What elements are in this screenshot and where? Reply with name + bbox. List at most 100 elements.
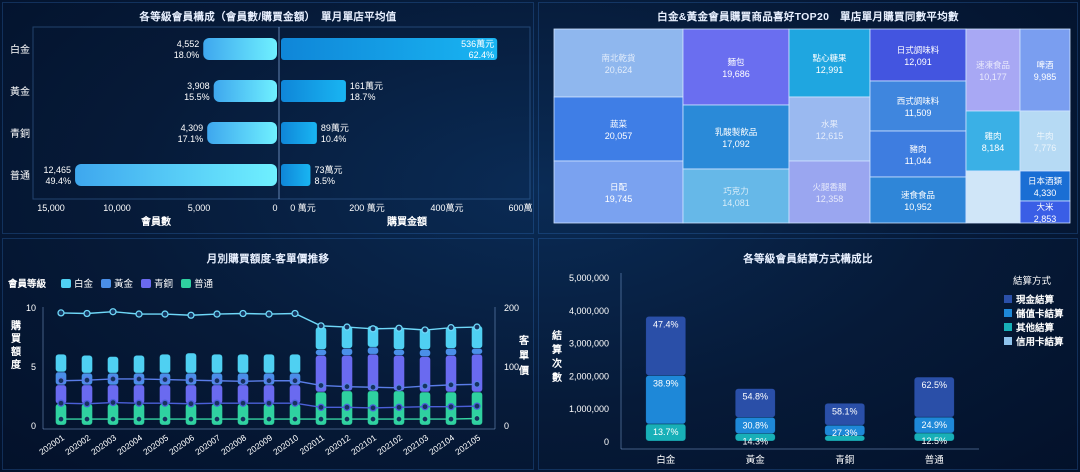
segment-pct-label: 58.1% (832, 406, 858, 416)
treemap-value: 20,624 (605, 65, 633, 75)
avg-price-point (213, 415, 221, 423)
avg-price-point (369, 325, 377, 333)
avg-price-point (447, 324, 455, 332)
treemap-name: 日式調味料 (897, 45, 940, 55)
avg-price-point (161, 375, 169, 384)
x-tick: 202102 (375, 432, 404, 457)
x-tick-right: 0 萬元 (290, 202, 316, 213)
purchase-amount-bar (281, 38, 498, 60)
stacked-bar-segment (471, 348, 483, 355)
y-tick: 2,000,000 (569, 371, 609, 381)
treemap-cell (682, 168, 790, 224)
x-tick: 202007 (193, 432, 222, 457)
treemap-cell (553, 96, 684, 162)
y-axis-title-char: 算 (551, 343, 562, 356)
treemap-cell (682, 28, 790, 106)
member-count-bar (75, 164, 277, 186)
treemap-cell (869, 28, 967, 82)
y-axis-title-char: 結 (552, 329, 562, 342)
avg-price-point (317, 381, 325, 390)
treemap-value: 10,177 (979, 72, 1007, 82)
treemap-cell (1019, 170, 1071, 202)
x-tick-right: 600萬元 (508, 202, 533, 213)
legend-label: 白金 (74, 278, 94, 290)
segment-pct-label: 13.7% (653, 427, 679, 437)
treemap-name: 麵包 (727, 57, 745, 67)
stacked-bar-segment (367, 346, 379, 355)
y-tick: 10 (26, 303, 36, 313)
stacked-bar-segment (55, 353, 67, 373)
treemap-value: 12,358 (816, 194, 844, 204)
amount-label: 89萬元 (321, 122, 349, 133)
avg-price-point (291, 399, 299, 407)
treemap-value: 8,184 (982, 143, 1005, 153)
x-axis-title-right: 購買金額 (386, 215, 427, 228)
panel-title: 各等級會員構成（會員數/購買金額） 單月單店平均值 (139, 11, 397, 23)
avg-price-point (421, 326, 429, 334)
treemap-name: 蔬菜 (610, 119, 628, 129)
treemap-cell (965, 170, 1021, 224)
avg-price-point (213, 377, 221, 385)
avg-price-point (473, 402, 481, 410)
avg-price-point (83, 376, 91, 384)
stacked-bar-segment (237, 353, 249, 374)
legend-label: 普通 (194, 278, 214, 290)
avg-price-point (317, 415, 325, 423)
amount-pct-label: 8.5% (314, 176, 335, 186)
legend-label: 現金結算 (1016, 294, 1055, 306)
avg-price-point (239, 399, 247, 407)
avg-price-point (317, 322, 325, 330)
y-tick: 5 (31, 362, 36, 372)
treemap-cell (682, 104, 790, 170)
purchase-amount-bar (281, 122, 317, 144)
treemap-cell (788, 28, 871, 98)
avg-price-point (447, 381, 455, 389)
y2-axis-title-char: 單 (519, 350, 529, 362)
avg-price-point (135, 375, 143, 383)
member-count-bar (203, 38, 277, 60)
stacked-bar-segment (341, 348, 353, 356)
y-tick: 1,000,000 (569, 404, 609, 414)
legend-label: 黃金 (114, 278, 134, 290)
amount-pct-label: 10.4% (321, 134, 347, 144)
avg-price-point (187, 400, 195, 408)
stacked-bar-segment (81, 355, 93, 374)
avg-price-point (109, 398, 117, 407)
treemap-value: 10,952 (904, 202, 932, 212)
y-tick: 0 (31, 421, 36, 431)
member-composition-chart: 白金4,55218.0%536萬元62.4%黃金3,90815.5%161萬元1… (10, 26, 533, 228)
avg-price-point (291, 309, 299, 318)
y-axis-title-char: 數 (552, 371, 562, 384)
avg-price-point (187, 376, 195, 384)
avg-price-point (447, 415, 455, 423)
x-tick-right: 200 萬元 (349, 202, 385, 213)
x-tick-right: 400萬元 (430, 202, 463, 213)
member-pct-label: 49.4% (46, 176, 72, 186)
avg-price-point (57, 377, 65, 385)
x-axis-title-left: 會員數 (140, 215, 171, 228)
product-treemap-panel: 白金&黃金會員購買商品喜好TOP20 單店單月購買同數平均數 南北乾貨 20,62… (538, 2, 1078, 234)
avg-price-point (187, 311, 195, 319)
avg-price-point (239, 377, 247, 385)
avg-price-point (447, 403, 455, 411)
avg-price-point (343, 403, 351, 411)
member-count-bar (213, 80, 277, 102)
treemap-cell (1019, 28, 1071, 112)
stacked-bar-segment (133, 355, 145, 374)
avg-price-point (369, 404, 377, 412)
x-tick: 202012 (323, 432, 352, 457)
treemap-cell (965, 28, 1021, 112)
avg-price-point (343, 415, 351, 423)
avg-price-point (135, 415, 143, 423)
x-tick: 白金 (656, 454, 676, 466)
stacked-bar-segment (159, 353, 171, 374)
y-axis-title-char: 購 (10, 319, 21, 332)
stacked-bar-segment (419, 349, 431, 357)
avg-price-point (343, 323, 351, 331)
amount-label: 161萬元 (350, 80, 383, 91)
legend-swatch (1004, 337, 1012, 345)
treemap-value: 14,081 (722, 198, 750, 208)
stacked-bar-segment (824, 402, 866, 426)
legend-title: 結算方式 (1013, 275, 1052, 287)
